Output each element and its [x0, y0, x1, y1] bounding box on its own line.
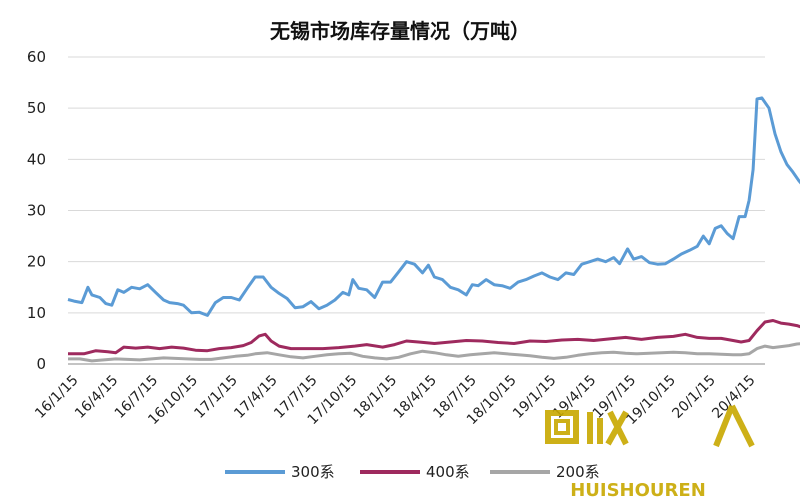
legend-label: 300系 — [291, 463, 335, 481]
x-tick-label: 18/1/15 — [351, 372, 400, 421]
x-axis-ticks: 16/1/1516/4/1516/7/1516/10/1517/1/1517/4… — [32, 372, 759, 428]
x-tick-label: 20/1/15 — [669, 372, 718, 421]
y-axis-ticks: 0 10 20 30 40 50 60 — [27, 48, 46, 373]
svg-text:HUISHOUREN: HUISHOUREN — [570, 480, 706, 500]
chart-title: 无锡市场库存量情况（万吨） — [270, 19, 530, 43]
x-tick-label: 16/1/15 — [32, 372, 81, 421]
y-tick-label: 20 — [27, 253, 46, 271]
y-tick-label: 30 — [27, 202, 46, 220]
gridlines — [68, 56, 765, 365]
series-lines — [67, 96, 800, 363]
series-line-1 — [68, 319, 800, 356]
x-tick-label: 18/4/15 — [391, 372, 440, 421]
legend-label: 200系 — [556, 463, 600, 481]
x-tick-label: 16/4/15 — [72, 372, 121, 421]
x-tick-label: 17/4/15 — [231, 372, 280, 421]
y-tick-label: 10 — [27, 304, 46, 322]
x-tick-label: 17/1/15 — [191, 372, 240, 421]
y-tick-label: 50 — [27, 99, 46, 117]
legend: 300系 400系 200系 — [225, 463, 600, 481]
y-tick-label: 60 — [27, 48, 46, 66]
series-line-0 — [67, 96, 800, 317]
series-line-2 — [68, 342, 800, 363]
watermark-logo: HUISHOUREN — [545, 404, 755, 500]
y-tick-label: 40 — [27, 150, 46, 168]
legend-label: 400系 — [426, 463, 470, 481]
y-tick-label: 0 — [36, 355, 46, 373]
